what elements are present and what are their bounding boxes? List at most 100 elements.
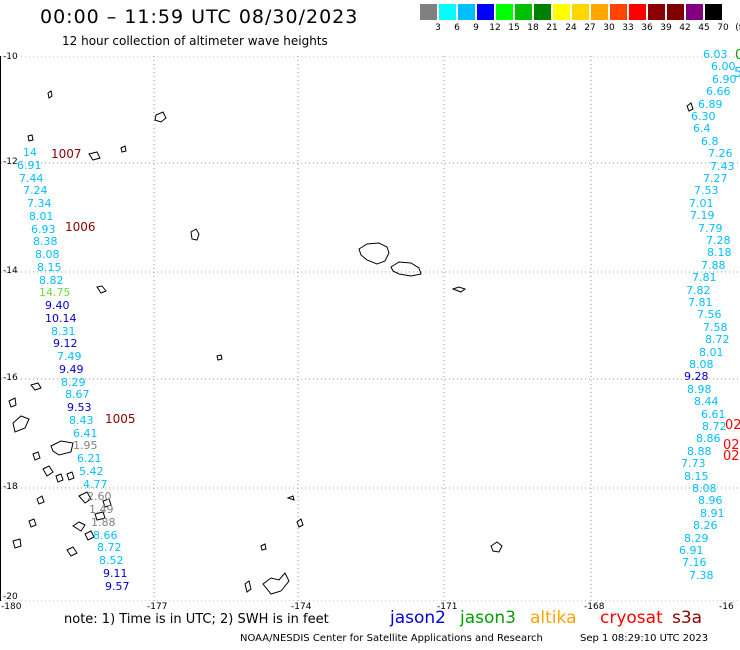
wave-height-label: 1.49 — [89, 503, 114, 516]
wave-height-label: 7.34 — [27, 197, 52, 210]
wave-height-label: 7.24 — [23, 184, 48, 198]
wave-height-label: 9.11 — [103, 566, 128, 580]
color-scale-swatch — [534, 4, 551, 20]
island-outline — [154, 111, 167, 123]
wave-height-label: 6.90 — [712, 72, 737, 86]
wave-height-label: 7.82 — [686, 283, 711, 297]
wave-height-label: 7.01 — [689, 196, 714, 210]
color-scale-label: 39 — [660, 23, 672, 33]
color-scale-label: 30 — [603, 23, 615, 33]
wave-height-label: 8.82 — [39, 273, 64, 287]
wave-height-map: -10 -12 -14 -16 -18 -20 -180 -177 -174 -171 -168 -1… — [0, 48, 740, 612]
wave-height-label: 7.26 — [708, 147, 733, 161]
wave-height-label: 7.88 — [701, 258, 726, 272]
island-outline — [190, 228, 200, 241]
wave-height-label: 6.91 — [679, 544, 704, 557]
island-outline — [96, 285, 107, 294]
island-outline — [88, 151, 101, 161]
wave-height-label: 6.30 — [691, 110, 716, 123]
wave-height-label: 6.41 — [73, 426, 98, 440]
longitude-label: -171 — [437, 602, 458, 612]
wave-height-label: 5.42 — [79, 464, 104, 478]
island-outline — [47, 90, 53, 99]
island-outline — [260, 543, 267, 551]
wave-height-label: 14.75 — [39, 286, 71, 300]
island-outline — [216, 354, 223, 361]
longitude-label: -168 — [584, 602, 605, 612]
mission-label-cryosat: cryosat — [600, 608, 663, 628]
wave-height-label: 7.73 — [681, 457, 706, 471]
color-scale-label: 33 — [622, 23, 634, 33]
color-scale-label: 36 — [641, 23, 653, 33]
island-outline — [84, 530, 95, 541]
wave-height-label: 8.98 — [687, 382, 712, 396]
wave-height-label: 8.29 — [61, 375, 86, 389]
wave-height-label: 8.67 — [65, 388, 90, 402]
mission-label-jason2: jason2 — [390, 608, 446, 628]
wave-height-label: 2.60 — [87, 490, 112, 504]
color-scale-swatch — [496, 4, 513, 20]
color-scale-label: 9 — [473, 23, 479, 33]
color-scale-swatch — [667, 4, 684, 20]
island-outline — [296, 518, 304, 528]
longitude-label: -177 — [147, 602, 168, 612]
mission-label-s3a: s3a — [672, 608, 703, 628]
wave-height-label: 8.38 — [33, 235, 58, 249]
mission-label-altika: altika — [530, 608, 577, 628]
wave-height-label: 7.16 — [682, 556, 707, 570]
wave-height-label: 8.08 — [35, 248, 60, 261]
wave-height-label: 7.58 — [703, 320, 728, 334]
island-outline — [66, 471, 75, 481]
island-outline — [120, 145, 127, 153]
edge-track-label: 02 — [723, 449, 740, 464]
island-outline — [55, 473, 64, 483]
map-canvas — [1, 56, 740, 601]
color-scale-swatch — [458, 4, 475, 20]
wave-height-label: 6.89 — [698, 97, 723, 111]
edge-track-label: 0 — [735, 48, 740, 63]
latitude-label: -12 — [3, 157, 18, 167]
island-outline — [451, 286, 467, 293]
wave-height-label: 6.66 — [706, 85, 731, 99]
pressure-label: 1005 — [105, 412, 136, 426]
wave-height-label: 7.28 — [706, 234, 731, 247]
island-outline — [102, 498, 112, 508]
color-scale-swatch — [705, 4, 722, 20]
color-scale-label: 45 — [698, 23, 710, 33]
edge-track-label: 02 — [723, 438, 740, 453]
color-scale-swatch — [686, 4, 703, 20]
wave-height-label: 8.29 — [684, 531, 709, 545]
color-scale-swatch — [515, 4, 532, 20]
wave-height-label: 7.79 — [698, 221, 723, 235]
color-scale-swatch — [648, 4, 665, 20]
color-scale-label: 24 — [565, 23, 577, 33]
map-grid — [1, 56, 740, 601]
island-outline — [42, 465, 54, 477]
wave-height-label: 8.72 — [705, 333, 730, 347]
wave-height-label: 8.15 — [684, 469, 709, 483]
island-outline — [686, 102, 694, 112]
wave-height-label: 8.66 — [93, 528, 118, 542]
wave-height-label: 9.12 — [53, 337, 78, 351]
color-scale-swatch — [572, 4, 589, 20]
island-outline — [36, 495, 45, 505]
page-subtitle: 12 hour collection of altimeter wave hei… — [62, 34, 328, 48]
wave-height-label: 7.19 — [690, 209, 715, 223]
island-outlines — [8, 90, 694, 595]
longitude-label: -16 — [719, 602, 734, 612]
island-outline — [27, 134, 34, 142]
latitude-label: -10 — [3, 52, 18, 62]
wave-height-label: 8.44 — [694, 395, 719, 409]
color-scale-label: 3 — [435, 23, 441, 33]
wave-height-label: 7.53 — [694, 184, 719, 198]
wave-height-label: 10.14 — [45, 311, 77, 325]
island-outline — [94, 511, 106, 521]
island-outline — [262, 572, 290, 595]
wave-height-label: 8.43 — [69, 413, 94, 427]
latitude-label: -20 — [3, 592, 18, 602]
wave-height-label: 8.88 — [687, 444, 712, 458]
color-scale-label: 27 — [584, 23, 596, 33]
wave-height-label: 7.44 — [19, 171, 44, 185]
color-scale-label: 70 — [717, 23, 729, 33]
island-outline — [78, 491, 92, 504]
